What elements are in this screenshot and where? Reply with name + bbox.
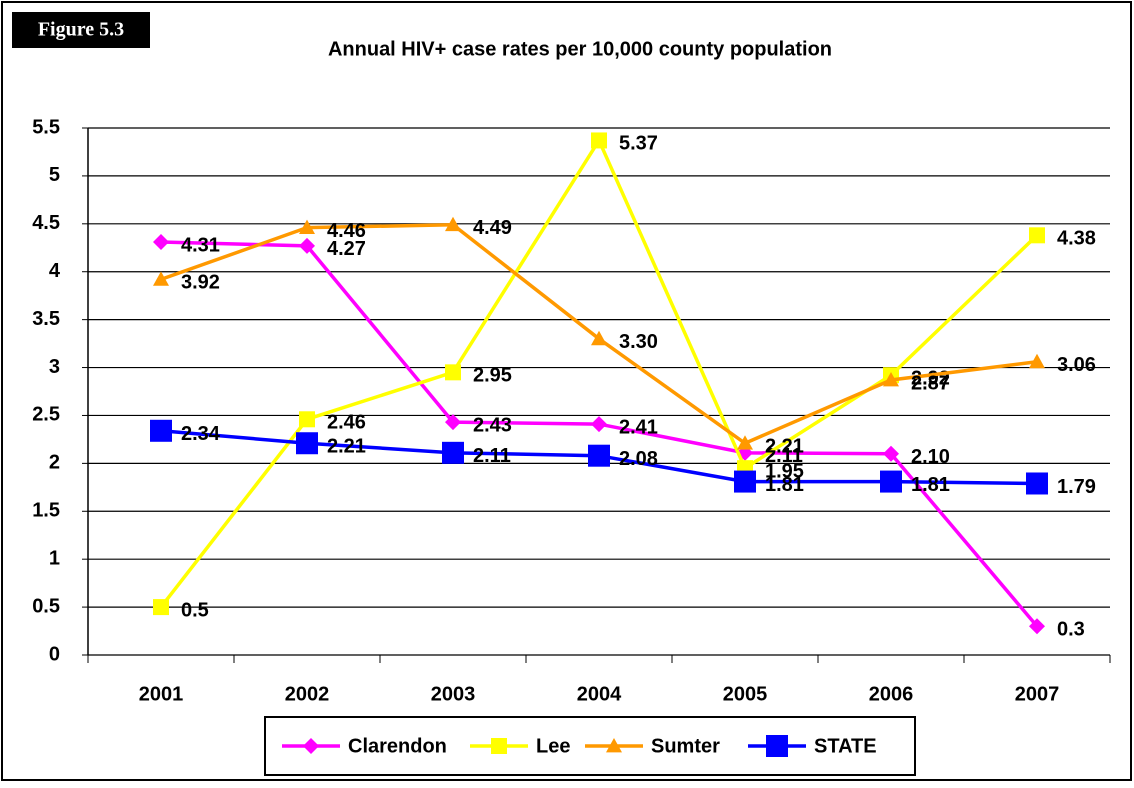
marker [734,470,756,493]
marker [883,372,899,387]
data-label: 3.06 [1057,354,1096,376]
marker [153,599,169,616]
data-label: 2.21 [765,436,804,458]
data-label: 2.08 [619,448,658,470]
marker [588,444,610,467]
figure-label-box [12,12,150,48]
marker [296,432,318,455]
legend-marker [766,735,788,757]
data-label: 1.81 [765,474,804,496]
data-label: 2.87 [911,372,950,394]
data-label: 4.31 [181,234,220,256]
marker [880,470,902,493]
data-label: 4.49 [473,217,512,239]
marker [1026,472,1048,495]
x-tick-label: 2004 [577,683,622,705]
legend-label: Sumter [651,735,720,757]
marker [1029,227,1045,244]
legend-label: Clarendon [348,735,447,757]
legend-marker [606,738,622,753]
legend-label: Lee [536,735,570,757]
y-tick-label: 1.5 [32,500,60,522]
data-label: 1.79 [1057,476,1096,498]
legend-marker [491,738,507,754]
data-label: 4.46 [327,220,366,242]
x-tick-label: 2002 [285,683,330,705]
y-tick-label: 3.5 [32,308,60,330]
marker [445,414,461,431]
data-label: 2.41 [619,416,658,438]
marker [153,271,169,286]
data-label: 4.27 [327,238,366,260]
marker [150,419,172,442]
y-tick-label: 4.5 [32,212,60,234]
x-tick-label: 2005 [723,683,768,705]
data-label: 2.95 [473,365,512,387]
marker [1029,353,1045,369]
marker [299,219,315,235]
data-label: 5.37 [619,133,658,155]
data-label: 2.34 [181,423,221,445]
marker [737,435,753,450]
marker [153,234,169,251]
data-label: 3.30 [619,331,658,353]
data-label: 2.43 [473,414,512,436]
figure-label: Figure 5.3 [38,19,124,41]
marker [591,132,607,149]
data-label: 2.10 [911,446,950,468]
marker [299,237,315,254]
marker [883,445,899,462]
data-label: 0.3 [1057,619,1085,641]
chart-title: Annual HIV+ case rates per 10,000 county… [328,38,832,60]
data-label: 4.38 [1057,228,1096,250]
x-tick-label: 2003 [431,683,476,705]
x-tick-label: 2001 [139,683,184,705]
marker [445,216,461,232]
marker [591,416,607,433]
y-tick-label: 4 [49,260,61,282]
marker [1029,618,1045,635]
y-tick-label: 0 [49,643,60,665]
marker [442,441,464,464]
x-tick-label: 2006 [869,683,914,705]
legend-label: STATE [814,735,877,757]
y-tick-label: 3 [49,356,60,378]
data-label: 3.92 [181,272,220,294]
x-tick-label: 2007 [1015,683,1060,705]
data-label: 2.21 [327,436,366,458]
data-label: 2.11 [473,445,511,467]
y-tick-label: 0.5 [32,595,60,617]
y-tick-label: 5.5 [32,116,60,138]
y-tick-label: 5 [49,164,60,186]
marker [299,411,315,428]
data-label: 1.81 [911,474,950,496]
data-label: 2.46 [327,412,366,434]
marker [591,330,607,346]
data-label: 0.5 [181,599,209,621]
marker [445,364,461,381]
data-label: 1.95 [765,460,804,482]
legend-marker [303,738,319,754]
y-tick-label: 2 [49,452,60,474]
y-tick-label: 2.5 [32,404,60,426]
y-tick-label: 1 [49,547,60,569]
